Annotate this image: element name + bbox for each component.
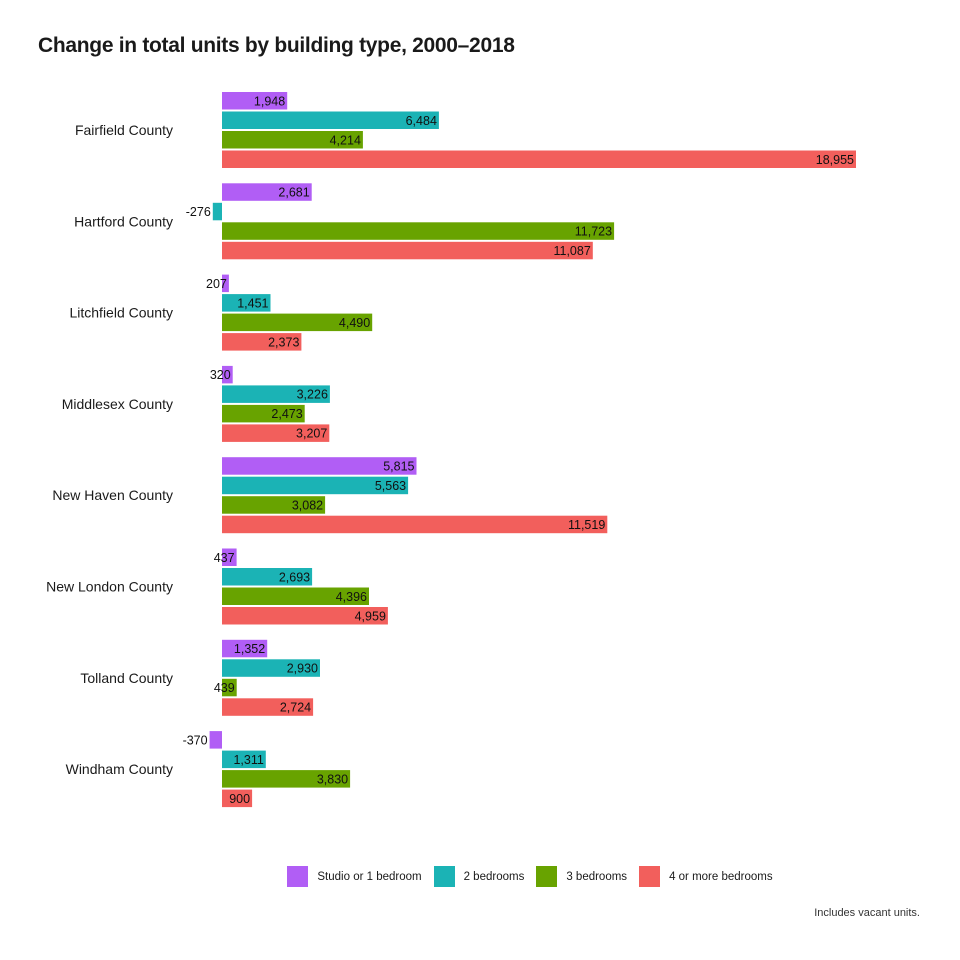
category-label-new-london-county: New London County (46, 579, 173, 595)
bar-litchfield-county-4-or-more-bedrooms (222, 333, 302, 351)
legend-item-4-or-more-bedrooms: 4 or more bedrooms (639, 866, 773, 887)
value-label-middlesex-county-4-or-more-bedrooms: 3,207 (296, 427, 327, 441)
bar-new-london-county-2-bedrooms (222, 568, 313, 586)
value-label-litchfield-county-studio-or-1-bedroom: 207 (206, 277, 227, 291)
bar-fairfield-county-studio-or-1-bedroom (222, 92, 288, 110)
bar-chart: Fairfield County 1,948 6,484 4,214 18,955 Har… (46, 92, 856, 808)
value-label-fairfield-county-studio-or-1-bedroom: 1,948 (254, 94, 285, 108)
value-label-windham-county-studio-or-1-bedroom: -370 (183, 733, 208, 747)
value-label-new-london-county-studio-or-1-bedroom: 437 (214, 551, 235, 565)
value-label-middlesex-county-2-bedrooms: 3,226 (297, 388, 328, 402)
legend-swatch (287, 866, 309, 887)
value-label-new-london-county-2-bedrooms: 2,693 (279, 570, 310, 584)
bar-fairfield-county-2-bedrooms (222, 111, 439, 129)
value-label-middlesex-county-3-bedrooms: 2,473 (271, 407, 302, 421)
value-label-fairfield-county-4-or-more-bedrooms: 18,955 (816, 153, 854, 167)
bar-new-haven-county-2-bedrooms (222, 476, 409, 495)
chart-caption: Includes vacant units. (814, 907, 920, 919)
value-label-middlesex-county-studio-or-1-bedroom: 320 (210, 368, 231, 382)
category-label-tolland-county: Tolland County (80, 670, 173, 686)
bar-hartford-county-2-bedrooms (212, 202, 222, 221)
bar-hartford-county-studio-or-1-bedroom (222, 183, 312, 201)
value-label-tolland-county-2-bedrooms: 2,930 (287, 662, 318, 676)
bar-windham-county-4-or-more-bedrooms (222, 789, 253, 808)
value-label-hartford-county-2-bedrooms: -276 (186, 205, 211, 219)
bar-middlesex-county-4-or-more-bedrooms (222, 424, 330, 442)
value-label-litchfield-county-3-bedrooms: 4,490 (339, 316, 370, 330)
legend-item-studio-or-1-bedroom: Studio or 1 bedroom (287, 866, 422, 887)
category-label-litchfield-county: Litchfield County (69, 305, 173, 321)
bar-hartford-county-4-or-more-bedrooms (222, 241, 593, 260)
legend-label: 4 or more bedrooms (669, 870, 773, 883)
bar-new-london-county-studio-or-1-bedroom (222, 548, 237, 566)
bar-new-london-county-4-or-more-bedrooms (222, 607, 388, 625)
value-label-windham-county-4-or-more-bedrooms: 900 (229, 792, 250, 806)
bar-litchfield-county-studio-or-1-bedroom (222, 274, 229, 293)
category-label-windham-county: Windham County (66, 761, 173, 777)
bar-litchfield-county-3-bedrooms (222, 313, 373, 332)
value-label-tolland-county-3-bedrooms: 439 (214, 681, 235, 695)
legend-label: Studio or 1 bedroom (317, 870, 422, 883)
category-label-new-haven-county: New Haven County (52, 487, 173, 503)
value-label-fairfield-county-2-bedrooms: 6,484 (406, 114, 437, 128)
value-label-tolland-county-4-or-more-bedrooms: 2,724 (280, 701, 311, 715)
value-label-hartford-county-4-or-more-bedrooms: 11,087 (553, 244, 590, 258)
category-label-fairfield-county: Fairfield County (75, 122, 173, 138)
bar-hartford-county-3-bedrooms (222, 222, 615, 240)
legend-item-3-bedrooms: 3 bedrooms (536, 866, 627, 887)
bar-new-london-county-3-bedrooms (222, 587, 369, 605)
bar-new-haven-county-4-or-more-bedrooms (222, 515, 608, 534)
bar-tolland-county-2-bedrooms (222, 659, 320, 677)
value-label-new-london-county-3-bedrooms: 4,396 (336, 590, 367, 604)
value-label-hartford-county-3-bedrooms: 11,723 (575, 225, 612, 239)
bar-windham-county-studio-or-1-bedroom (209, 731, 222, 749)
category-label-hartford-county: Hartford County (74, 213, 173, 229)
bar-windham-county-3-bedrooms (222, 770, 351, 788)
legend-label: 2 bedrooms (463, 870, 525, 883)
bar-middlesex-county-studio-or-1-bedroom (222, 365, 233, 384)
chart-title: Change in total units by building type, … (38, 34, 515, 57)
bar-tolland-county-3-bedrooms (222, 678, 237, 697)
bar-tolland-county-studio-or-1-bedroom (222, 639, 268, 658)
legend-swatch (639, 866, 661, 887)
value-label-new-haven-county-2-bedrooms: 5,563 (375, 479, 406, 493)
chart-legend: Studio or 1 bedroom 2 bedrooms 3 bedrooms 4… (0, 866, 960, 887)
value-label-windham-county-3-bedrooms: 3,830 (317, 772, 348, 786)
value-label-fairfield-county-3-bedrooms: 4,214 (330, 133, 361, 147)
value-label-hartford-county-studio-or-1-bedroom: 2,681 (278, 186, 309, 200)
bar-fairfield-county-3-bedrooms (222, 131, 363, 149)
category-label-middlesex-county: Middlesex County (62, 396, 173, 412)
legend-swatch (536, 866, 558, 887)
value-label-new-london-county-4-or-more-bedrooms: 4,959 (355, 609, 386, 623)
value-label-windham-county-2-bedrooms: 1,311 (233, 753, 263, 767)
value-label-tolland-county-studio-or-1-bedroom: 1,352 (234, 642, 265, 656)
legend-item-2-bedrooms: 2 bedrooms (433, 866, 525, 887)
bar-middlesex-county-2-bedrooms (222, 385, 330, 403)
bar-fairfield-county-4-or-more-bedrooms (222, 150, 856, 168)
bar-new-haven-county-studio-or-1-bedroom (222, 457, 417, 475)
legend-swatch (433, 866, 455, 887)
bar-new-haven-county-3-bedrooms (222, 496, 326, 514)
value-label-new-haven-county-3-bedrooms: 3,082 (292, 498, 323, 512)
bar-tolland-county-4-or-more-bedrooms (222, 698, 314, 716)
legend-label: 3 bedrooms (566, 870, 628, 883)
value-label-litchfield-county-4-or-more-bedrooms: 2,373 (268, 335, 299, 349)
bar-windham-county-2-bedrooms (222, 750, 266, 769)
value-label-new-haven-county-4-or-more-bedrooms: 11,519 (568, 518, 605, 532)
bar-middlesex-county-3-bedrooms (222, 404, 305, 423)
bar-litchfield-county-2-bedrooms (222, 294, 271, 312)
value-label-litchfield-county-2-bedrooms: 1,451 (237, 296, 268, 310)
value-label-new-haven-county-studio-or-1-bedroom: 5,815 (383, 459, 414, 473)
